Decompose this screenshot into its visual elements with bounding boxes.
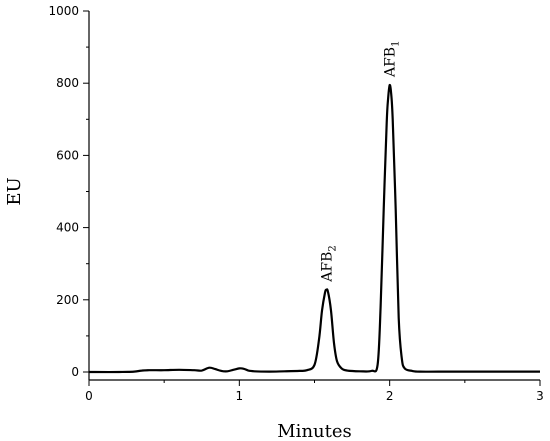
y-tick-label: 800 bbox=[56, 76, 79, 90]
x-tick-label: 3 bbox=[536, 389, 544, 403]
x-axis: 0 1 2 3 bbox=[85, 379, 544, 403]
x-tick-label: 2 bbox=[386, 389, 394, 403]
x-axis-title: Minutes bbox=[277, 421, 352, 441]
peak-label-subscript: 1 bbox=[391, 41, 402, 47]
peak-label-main: AFB bbox=[320, 252, 336, 283]
y-axis: 0 200 400 600 800 1000 bbox=[48, 4, 90, 380]
peak-label-subscript: 2 bbox=[328, 245, 339, 251]
chromatogram-trace bbox=[88, 83, 540, 374]
y-axis-title: EU bbox=[4, 177, 25, 205]
peak-label-main: AFB bbox=[383, 47, 399, 78]
y-tick-label: 0 bbox=[71, 365, 79, 379]
y-tick-label: 600 bbox=[56, 148, 79, 162]
y-tick-label: 400 bbox=[56, 221, 79, 235]
peak-label: AFB1 bbox=[383, 41, 402, 79]
x-tick-label: 1 bbox=[236, 389, 244, 403]
peak-label: AFB2 bbox=[320, 245, 339, 283]
x-tick-label: 0 bbox=[85, 389, 93, 403]
y-tick-label: 200 bbox=[56, 293, 79, 307]
y-tick-label: 1000 bbox=[48, 4, 79, 18]
